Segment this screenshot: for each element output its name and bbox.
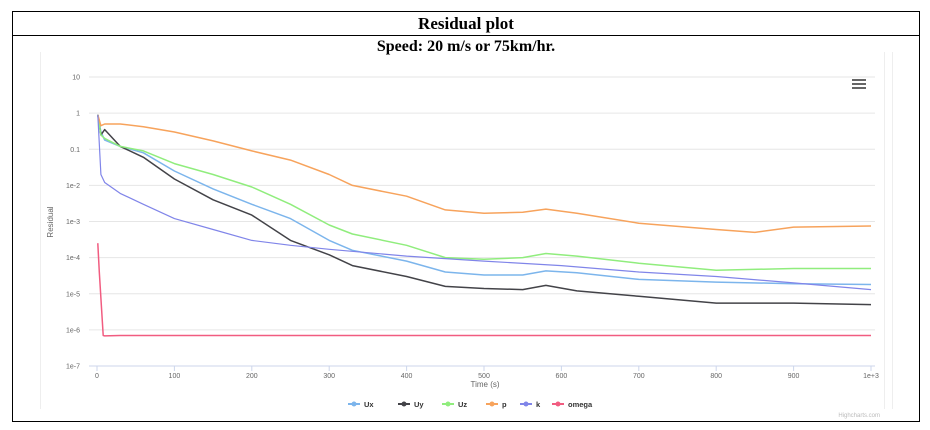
- x-tick-label: 100: [169, 373, 181, 380]
- x-tick-label: 1e+3: [863, 373, 879, 380]
- y-tick-label: 0.1: [70, 147, 80, 154]
- legend-item-k[interactable]: k: [520, 400, 541, 409]
- legend-swatch-marker: [523, 401, 529, 407]
- x-tick-label: 400: [401, 373, 413, 380]
- menu-line-icon: [852, 87, 866, 89]
- legend-label: k: [536, 400, 541, 409]
- series-line-omega: [97, 243, 871, 337]
- legend-swatch-marker: [555, 401, 561, 407]
- legend-swatch-marker: [401, 401, 407, 407]
- legend-swatch-marker: [351, 401, 357, 407]
- chart-right-border-b: [892, 52, 893, 409]
- chart-right-border-a: [884, 52, 885, 409]
- legend-item-ux[interactable]: Ux: [348, 400, 374, 409]
- legend-label: omega: [568, 400, 593, 409]
- legend-swatch-marker: [445, 401, 451, 407]
- series-line-p: [97, 114, 872, 234]
- legend-item-omega[interactable]: omega: [552, 400, 593, 409]
- legend-swatch-marker: [489, 401, 495, 407]
- x-tick-label: 500: [478, 373, 490, 380]
- chart-menu-button[interactable]: [852, 79, 866, 91]
- x-tick-label: 900: [788, 373, 800, 380]
- legend-label: Ux: [364, 400, 374, 409]
- x-axis-label: Time (s): [470, 380, 499, 389]
- series-line-uz: [97, 114, 871, 271]
- y-axis-label: Residual: [46, 206, 55, 237]
- y-tick-label: 1e-5: [66, 291, 80, 298]
- legend-label: Uz: [458, 400, 467, 409]
- chart-left-border: [40, 52, 41, 409]
- legend-label: p: [502, 400, 507, 409]
- y-tick-label: 1e-4: [66, 255, 80, 262]
- y-tick-label: 1e-3: [66, 219, 80, 226]
- y-tick-label: 1: [76, 111, 80, 118]
- menu-line-icon: [852, 79, 866, 81]
- figure-table: Residual plot Speed: 20 m/s or 75km/hr.: [12, 11, 920, 422]
- x-tick-label: 0: [95, 373, 99, 380]
- x-tick-label: 200: [246, 373, 258, 380]
- legend-item-uz[interactable]: Uz: [442, 400, 467, 409]
- y-tick-label: 10: [72, 75, 80, 82]
- legend-item-p[interactable]: p: [486, 400, 507, 409]
- legend-label: Uy: [414, 400, 424, 409]
- table-title: Residual plot: [13, 12, 919, 36]
- legend-item-uy[interactable]: Uy: [398, 400, 424, 409]
- x-tick-label: 300: [323, 373, 335, 380]
- x-tick-label: 600: [556, 373, 568, 380]
- y-tick-label: 1e-7: [66, 364, 80, 371]
- y-tick-label: 1e-2: [66, 183, 80, 190]
- x-tick-label: 700: [633, 373, 645, 380]
- menu-line-icon: [852, 83, 866, 85]
- y-tick-label: 1e-6: [66, 327, 80, 334]
- chart-credit: Highcharts.com: [838, 413, 880, 419]
- speed-subtitle: Speed: 20 m/s or 75km/hr.: [376, 38, 556, 55]
- x-tick-label: 800: [710, 373, 722, 380]
- series-line-k: [97, 114, 872, 291]
- series-line-uy: [97, 114, 872, 306]
